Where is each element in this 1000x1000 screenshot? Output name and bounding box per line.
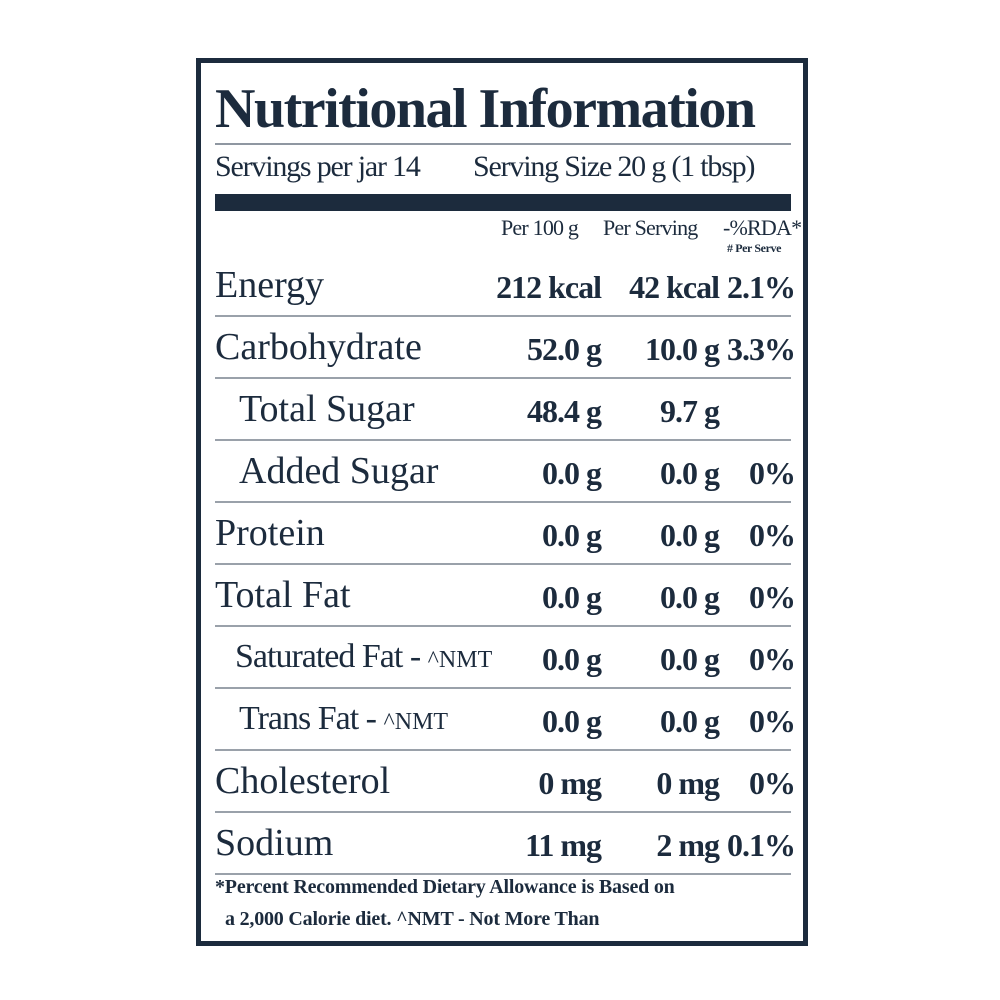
- row-divider: [215, 377, 791, 379]
- footnote: *Percent Recommended Dietary Allowance i…: [215, 871, 785, 935]
- value-rda: 0.1%: [727, 827, 796, 863]
- row-divider: [215, 811, 791, 813]
- value-per-serving: 0.0 g: [660, 579, 720, 615]
- value-per-100g: 0.0 g: [542, 641, 602, 677]
- nutrient-row-total-sugar: Total Sugar 48.4 g 9.7 g: [215, 379, 791, 441]
- nutrient-row-energy: Energy 212 kcal 42 kcal 2.1%: [215, 255, 796, 317]
- value-per-serving: 0.0 g: [660, 455, 720, 491]
- servings-per-jar: Servings per jar 14: [215, 150, 421, 183]
- row-divider: [215, 501, 791, 503]
- value-per-100g: 52.0 g: [527, 331, 602, 367]
- serving-size: Serving Size 20 g (1 tbsp): [473, 150, 755, 183]
- nutrient-row-trans-fat: Trans Fat - ^NMT 0.0 g 0.0 g 0%: [215, 689, 796, 751]
- nutrient-row-cholesterol: Cholesterol 0 mg 0 mg 0%: [215, 751, 796, 813]
- row-divider: [215, 749, 791, 751]
- nutrient-row-carbohydrate: Carbohydrate 52.0 g 10.0 g 3.3%: [215, 317, 796, 379]
- row-divider: [215, 625, 791, 627]
- label-title: Nutritional Information: [215, 78, 756, 140]
- row-divider: [215, 439, 791, 441]
- value-rda: 0%: [749, 765, 796, 801]
- column-header-per-serving: Per Serving: [603, 215, 698, 240]
- row-divider: [215, 687, 791, 689]
- value-per-serving: 2 mg: [656, 827, 720, 863]
- column-header-per-serve-note: # Per Serve: [727, 241, 782, 255]
- value-rda: 2.1%: [727, 269, 796, 305]
- nutrient-row-protein: Protein 0.0 g 0.0 g 0%: [215, 503, 796, 565]
- value-rda: 3.3%: [727, 331, 796, 367]
- nutrient-name-text: Trans Fat -: [239, 700, 384, 737]
- value-per-100g: 0.0 g: [542, 455, 602, 491]
- row-divider: [215, 873, 791, 875]
- nutrient-name: Protein: [215, 512, 325, 554]
- value-per-serving: 0.0 g: [660, 703, 720, 739]
- value-per-100g: 0 mg: [538, 765, 602, 801]
- nutrient-name: Cholesterol: [215, 760, 391, 802]
- value-per-100g: 0.0 g: [542, 579, 602, 615]
- value-per-serving: 0.0 g: [660, 517, 720, 553]
- nutrient-name: Carbohydrate: [215, 326, 422, 368]
- nutrient-name: Total Fat: [215, 574, 351, 616]
- nmt-marker: ^NMT: [383, 709, 449, 735]
- column-header-per-100g: Per 100 g: [501, 215, 579, 240]
- value-rda: 0%: [749, 579, 796, 615]
- value-per-100g: 48.4 g: [527, 393, 602, 429]
- value-per-serving: 0 mg: [656, 765, 720, 801]
- nutrient-name: Energy: [215, 264, 325, 306]
- value-per-100g: 212 kcal: [496, 269, 602, 305]
- value-rda: 0%: [749, 641, 796, 677]
- value-per-serving: 9.7 g: [660, 393, 720, 429]
- nutrient-name: Added Sugar: [239, 450, 439, 492]
- value-rda: 0%: [749, 455, 796, 491]
- nutrient-row-total-fat: Total Fat 0.0 g 0.0 g 0%: [215, 565, 796, 627]
- nutrient-row-added-sugar: Added Sugar 0.0 g 0.0 g 0%: [215, 441, 796, 503]
- footnote-line-1: *Percent Recommended Dietary Allowance i…: [215, 876, 675, 898]
- nutrient-row-sodium: Sodium 11 mg 2 mg 0.1%: [215, 813, 796, 875]
- nmt-marker: ^NMT: [427, 647, 493, 673]
- nutrient-name: Trans Fat - ^NMT: [239, 697, 448, 744]
- title-divider: [215, 143, 791, 145]
- row-divider: [215, 315, 791, 317]
- nutrition-label: Nutritional Information Servings per jar…: [196, 58, 808, 946]
- nutrient-name-text: Saturated Fat -: [235, 638, 428, 675]
- value-rda: 0%: [749, 703, 796, 739]
- nutrient-name: Saturated Fat - ^NMT: [235, 635, 492, 682]
- thick-divider: [215, 194, 791, 211]
- row-divider: [215, 563, 791, 565]
- nutrient-name: Total Sugar: [239, 388, 415, 430]
- value-per-100g: 0.0 g: [542, 517, 602, 553]
- value-per-serving: 42 kcal: [629, 269, 720, 305]
- nutrient-name: Sodium: [215, 822, 334, 864]
- column-header-rda: -%RDA*: [723, 215, 802, 240]
- footnote-line-2: a 2,000 Calorie diet. ^NMT - Not More Th…: [225, 908, 600, 930]
- value-per-serving: 10.0 g: [645, 331, 720, 367]
- value-per-100g: 11 mg: [525, 827, 602, 863]
- value-per-100g: 0.0 g: [542, 703, 602, 739]
- value-per-serving: 0.0 g: [660, 641, 720, 677]
- servings-line: Servings per jar 14 Serving Size 20 g (1…: [215, 147, 795, 187]
- value-rda: 0%: [749, 517, 796, 553]
- nutrient-row-saturated-fat: Saturated Fat - ^NMT 0.0 g 0.0 g 0%: [215, 627, 796, 689]
